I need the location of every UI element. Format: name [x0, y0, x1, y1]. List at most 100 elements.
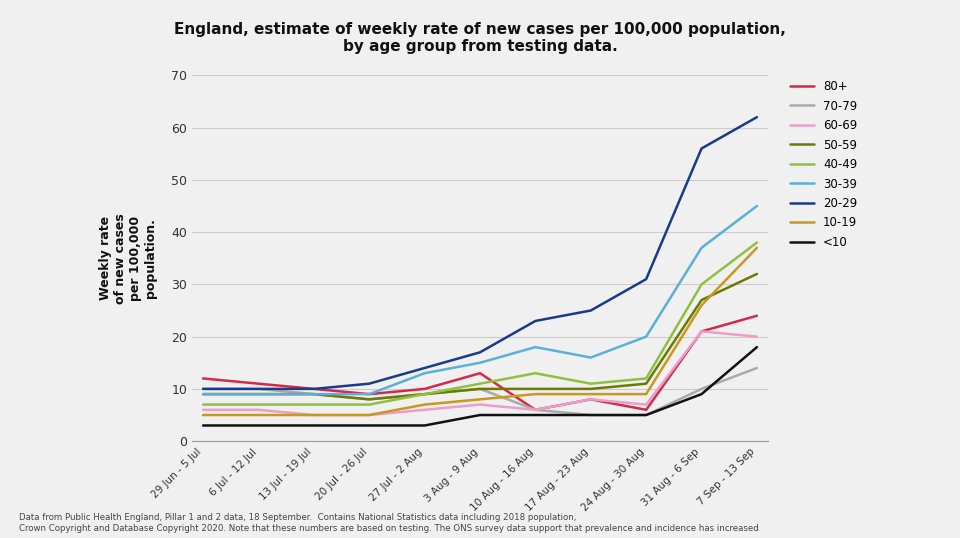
- 80+: [696, 328, 708, 335]
- 50-59: [530, 386, 541, 392]
- <10: [530, 412, 541, 418]
- 70-79: [364, 396, 375, 402]
- 20-29: [308, 386, 320, 392]
- 80+: [640, 407, 652, 413]
- Line: <10: <10: [204, 347, 756, 426]
- 30-39: [308, 391, 320, 398]
- 30-39: [364, 391, 375, 398]
- Line: 10-19: 10-19: [204, 248, 756, 415]
- 50-59: [364, 396, 375, 402]
- 10-19: [585, 391, 596, 398]
- 40-49: [364, 401, 375, 408]
- 40-49: [474, 380, 486, 387]
- 70-79: [530, 407, 541, 413]
- 50-59: [198, 391, 209, 398]
- 30-39: [530, 344, 541, 350]
- 50-59: [696, 297, 708, 303]
- <10: [751, 344, 762, 350]
- 60-69: [585, 396, 596, 402]
- 60-69: [308, 412, 320, 418]
- 50-59: [585, 386, 596, 392]
- 60-69: [474, 401, 486, 408]
- <10: [696, 391, 708, 398]
- 20-29: [585, 307, 596, 314]
- 30-39: [474, 359, 486, 366]
- 70-79: [252, 386, 264, 392]
- 40-49: [308, 401, 320, 408]
- <10: [474, 412, 486, 418]
- Line: 50-59: 50-59: [204, 274, 756, 399]
- 10-19: [198, 412, 209, 418]
- 50-59: [308, 391, 320, 398]
- Line: 40-49: 40-49: [204, 243, 756, 405]
- <10: [308, 422, 320, 429]
- 30-39: [640, 334, 652, 340]
- 60-69: [696, 328, 708, 335]
- 70-79: [419, 391, 430, 398]
- 20-29: [474, 349, 486, 356]
- 70-79: [751, 365, 762, 371]
- 70-79: [198, 386, 209, 392]
- 40-49: [252, 401, 264, 408]
- 60-69: [419, 407, 430, 413]
- 80+: [252, 380, 264, 387]
- 60-69: [364, 412, 375, 418]
- 10-19: [308, 412, 320, 418]
- <10: [252, 422, 264, 429]
- Text: Data from Public Health England, Pillar 1 and 2 data, 18 September.  Contains Na: Data from Public Health England, Pillar …: [19, 513, 759, 533]
- 40-49: [640, 375, 652, 381]
- 30-39: [696, 245, 708, 251]
- 30-39: [252, 391, 264, 398]
- 30-39: [198, 391, 209, 398]
- 60-69: [252, 407, 264, 413]
- Line: 60-69: 60-69: [204, 331, 756, 415]
- <10: [198, 422, 209, 429]
- 20-29: [696, 145, 708, 152]
- 30-39: [419, 370, 430, 377]
- 50-59: [640, 380, 652, 387]
- 10-19: [252, 412, 264, 418]
- 40-49: [198, 401, 209, 408]
- 80+: [751, 313, 762, 319]
- <10: [585, 412, 596, 418]
- Line: 20-29: 20-29: [204, 117, 756, 389]
- 30-39: [585, 355, 596, 361]
- 30-39: [751, 203, 762, 209]
- 10-19: [640, 391, 652, 398]
- 10-19: [530, 391, 541, 398]
- 10-19: [419, 401, 430, 408]
- 80+: [198, 375, 209, 381]
- 50-59: [474, 386, 486, 392]
- 80+: [474, 370, 486, 377]
- 50-59: [751, 271, 762, 277]
- 10-19: [751, 245, 762, 251]
- Legend: 80+, 70-79, 60-69, 50-59, 40-49, 30-39, 20-29, 10-19, <10: 80+, 70-79, 60-69, 50-59, 40-49, 30-39, …: [785, 75, 862, 254]
- 60-69: [198, 407, 209, 413]
- 20-29: [364, 380, 375, 387]
- 70-79: [640, 412, 652, 418]
- 10-19: [364, 412, 375, 418]
- 70-79: [585, 412, 596, 418]
- <10: [640, 412, 652, 418]
- 20-29: [252, 386, 264, 392]
- <10: [364, 422, 375, 429]
- Line: 30-39: 30-39: [204, 206, 756, 394]
- 80+: [364, 391, 375, 398]
- 60-69: [530, 407, 541, 413]
- Line: 80+: 80+: [204, 316, 756, 410]
- 20-29: [419, 365, 430, 371]
- 20-29: [640, 276, 652, 282]
- 50-59: [252, 391, 264, 398]
- 40-49: [751, 239, 762, 246]
- 80+: [419, 386, 430, 392]
- 20-29: [530, 318, 541, 324]
- 70-79: [696, 386, 708, 392]
- 70-79: [308, 391, 320, 398]
- Y-axis label: Weekly rate
of new cases
per 100,000
population.: Weekly rate of new cases per 100,000 pop…: [99, 213, 157, 303]
- 40-49: [585, 380, 596, 387]
- <10: [419, 422, 430, 429]
- 80+: [530, 407, 541, 413]
- 40-49: [530, 370, 541, 377]
- 60-69: [751, 334, 762, 340]
- 10-19: [474, 396, 486, 402]
